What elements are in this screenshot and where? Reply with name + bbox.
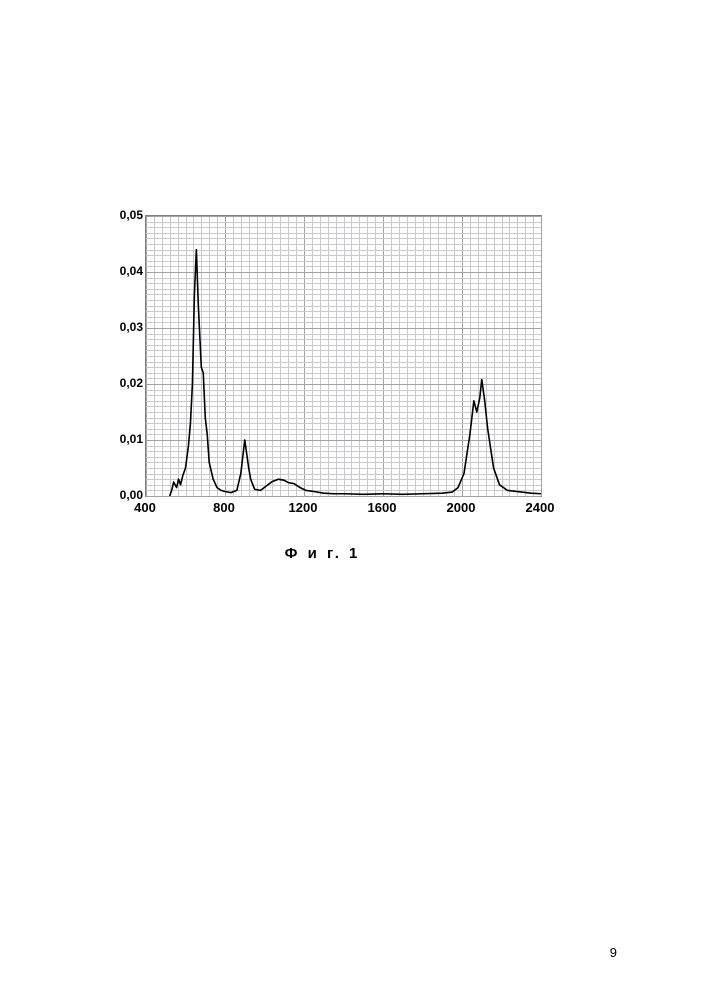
figure-caption: Ф и г. 1 [95, 545, 550, 562]
x-tick-label: 2000 [447, 500, 476, 515]
x-tick-label: 2400 [526, 500, 555, 515]
y-tick-label: 0,05 [120, 208, 143, 222]
y-tick-label: 0,03 [120, 320, 143, 334]
spectrum-path [170, 250, 541, 496]
x-tick-label: 1200 [289, 500, 318, 515]
y-tick-label: 0,01 [120, 432, 143, 446]
plot-area [145, 215, 542, 497]
spectrum-chart: 0,000,010,020,030,040,05 400800120016002… [95, 210, 550, 520]
page: 0,000,010,020,030,040,05 400800120016002… [0, 0, 707, 1000]
y-tick-label: 0,02 [120, 376, 143, 390]
y-tick-label: 0,04 [120, 264, 143, 278]
x-tick-label: 1600 [368, 500, 397, 515]
x-tick-label: 800 [213, 500, 235, 515]
x-tick-label: 400 [134, 500, 156, 515]
spectrum-line [146, 216, 541, 496]
page-number: 9 [610, 945, 617, 960]
